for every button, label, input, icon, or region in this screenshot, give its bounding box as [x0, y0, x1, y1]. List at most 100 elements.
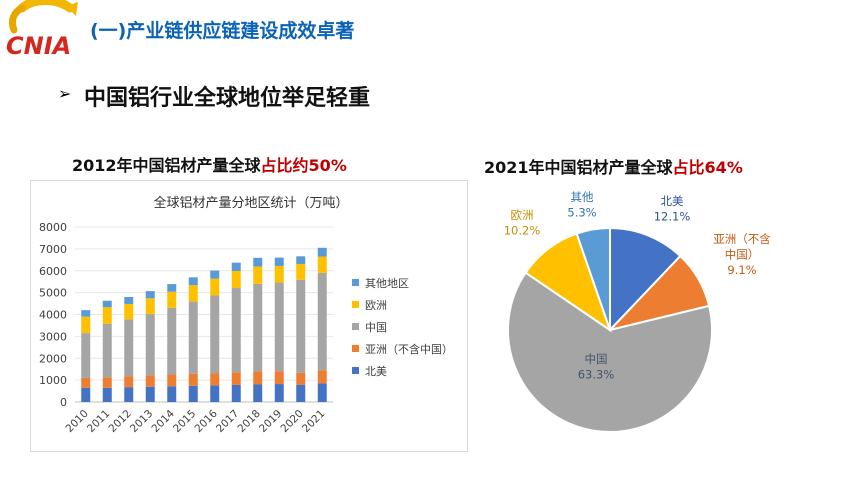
bar-segment	[231, 288, 241, 373]
bar-segment	[210, 373, 220, 386]
bar-segment	[124, 319, 134, 377]
pie-label-line: 10.2%	[504, 224, 541, 238]
pie-label-line: 亚洲（不含	[713, 232, 771, 246]
pie-label: 亚洲（不含中国） 9.1%	[713, 232, 771, 277]
x-tick-label: 2014	[149, 407, 177, 435]
bar-segment	[231, 262, 241, 271]
bar-segment	[296, 263, 306, 280]
bar-segment	[145, 314, 155, 376]
page-title: (一)产业链供应链建设成效卓著	[90, 20, 355, 42]
x-tick-label: 2011	[85, 408, 112, 435]
pie-label: 中国 63.3%	[578, 352, 615, 382]
legend-swatch	[352, 323, 359, 330]
bar-segment	[317, 247, 327, 257]
legend-label: 欧洲	[365, 299, 387, 312]
x-tick-label: 2018	[235, 408, 262, 435]
bar-segment	[102, 323, 112, 378]
y-tick-label: 5000	[39, 287, 67, 300]
bar-segment	[188, 277, 198, 286]
bar-segment	[167, 374, 177, 387]
bar-segment	[102, 300, 112, 308]
y-tick-label: 0	[60, 396, 67, 409]
x-tick-label: 2010	[63, 408, 90, 435]
legend-swatch	[352, 345, 359, 352]
bar-segment	[188, 373, 198, 386]
bar-segment	[167, 291, 177, 308]
bar-segment	[274, 371, 284, 385]
bar-segment	[167, 284, 177, 292]
legend-swatch	[352, 367, 359, 374]
x-tick-label: 2019	[257, 408, 284, 435]
y-tick-label: 1000	[39, 374, 67, 387]
pie-label-line: 12.1%	[654, 210, 691, 224]
bar-segment	[253, 257, 263, 267]
bar-segment	[274, 257, 284, 266]
bar-chart-caption: 2012年中国铝材产量全球占比约50%	[72, 152, 347, 176]
bar-segment	[253, 371, 263, 385]
bar-segment	[210, 270, 220, 279]
bar-segment	[296, 372, 306, 385]
pie-label: 欧洲 10.2%	[504, 208, 541, 238]
y-tick-label: 2000	[39, 352, 67, 365]
bar-segment	[102, 387, 112, 402]
pie-label-line: 其他	[571, 190, 594, 204]
bar-caption-highlight: 占比约50%	[260, 156, 347, 175]
bar-segment	[210, 385, 220, 402]
bar-segment	[167, 386, 177, 402]
bar-segment	[188, 285, 198, 302]
bar-segment	[210, 278, 220, 296]
y-tick-label: 8000	[39, 221, 67, 234]
bar-segment	[274, 282, 284, 372]
bar-segment	[145, 375, 155, 387]
pie-label-line: 北美	[661, 194, 684, 208]
pie-caption-highlight: 占比64%	[672, 158, 743, 177]
bar-segment	[296, 384, 306, 402]
logo-text: CNIA	[6, 32, 71, 60]
legend-swatch	[352, 301, 359, 308]
bar-segment	[188, 385, 198, 402]
bar-segment	[81, 316, 91, 334]
section-heading: 中国铝行业全球地位举足轻重	[84, 86, 371, 111]
bar-segment	[317, 383, 327, 402]
pie-label-line: 5.3%	[567, 206, 596, 220]
x-tick-label: 2015	[171, 408, 198, 435]
bar-segment	[210, 295, 220, 374]
y-tick-label: 7000	[39, 243, 67, 256]
pie-chart: 北美 12.1% 亚洲（不含中国） 9.1% 中国 63.3% 欧洲 10.2% 其他 5.3%	[504, 190, 771, 433]
cnia-logo: CNIA	[0, 0, 86, 66]
bar-segment	[253, 384, 263, 402]
bar-segment	[102, 307, 112, 324]
bullet-arrow-icon: ➢	[58, 84, 72, 103]
bar-segment	[145, 291, 155, 299]
pie-label-line: 欧洲	[511, 208, 534, 222]
bar-segment	[124, 376, 134, 388]
bar-segment	[81, 310, 91, 317]
pie-label-line: 中国	[585, 352, 608, 366]
bar-caption-main: 2012年中国铝材产量全球	[72, 156, 261, 175]
bar-segment	[253, 266, 263, 284]
bar-segment	[296, 256, 306, 264]
legend-swatch	[352, 279, 359, 286]
bar-segment	[145, 298, 155, 315]
pie-label: 其他 5.3%	[567, 190, 596, 220]
stacked-bar-chart: 全球铝材产量分地区统计（万吨） 0 1000 2000 3000 4000 5000 600…	[39, 195, 453, 435]
bar-segment	[253, 283, 263, 372]
bar-segment	[145, 386, 155, 402]
pie-label-line: 63.3%	[578, 368, 615, 382]
x-tick-label: 2017	[214, 408, 241, 435]
x-tick-label: 2020	[278, 408, 305, 435]
bar-segment	[317, 256, 327, 273]
pie-label-line: 中国）	[725, 248, 760, 262]
bar-segment	[231, 270, 241, 289]
pie-chart-caption: 2021年中国铝材产量全球占比64%	[484, 154, 743, 178]
legend-label: 亚洲（不含中国）	[365, 342, 453, 356]
bar-segment	[274, 384, 284, 402]
bar-chart-title: 全球铝材产量分地区统计（万吨）	[153, 195, 348, 211]
x-tick-label: 2012	[106, 408, 133, 435]
bar-segment	[102, 377, 112, 388]
legend-label: 中国	[365, 321, 387, 334]
bar-segment	[124, 297, 134, 304]
bar-segment	[81, 333, 91, 378]
bar-segment	[81, 377, 91, 388]
bar-segment	[124, 387, 134, 402]
